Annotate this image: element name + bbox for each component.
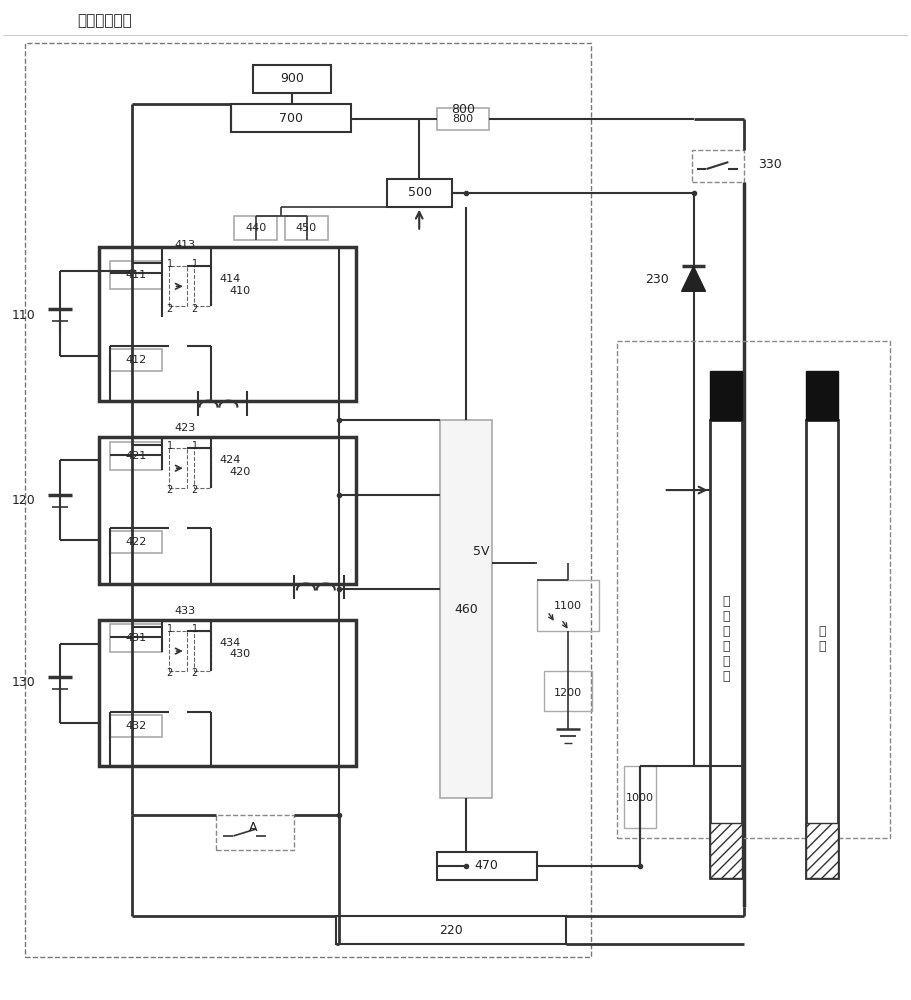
Bar	[691, 150, 744, 182]
Text: 414: 414	[220, 274, 241, 284]
Text: 900: 900	[280, 72, 304, 85]
Text: 1200: 1200	[554, 688, 582, 698]
Bar	[285, 216, 328, 240]
Bar	[194, 631, 211, 671]
Text: 1: 1	[191, 259, 198, 269]
Bar	[110, 261, 162, 289]
Text: 421: 421	[126, 451, 147, 461]
Bar	[806, 420, 837, 878]
Bar	[336, 916, 567, 944]
Text: 1: 1	[191, 441, 198, 451]
Bar	[437, 108, 489, 130]
Bar	[440, 420, 492, 798]
Text: 330: 330	[758, 158, 782, 171]
Bar	[537, 580, 599, 631]
Text: 5V: 5V	[474, 545, 490, 558]
Text: 500: 500	[408, 186, 432, 199]
Text: 1: 1	[167, 441, 173, 451]
Text: 2: 2	[191, 668, 198, 678]
Text: 130: 130	[12, 676, 36, 689]
Bar	[437, 852, 537, 880]
Text: 1100: 1100	[554, 601, 582, 611]
Bar	[110, 624, 162, 652]
Bar	[110, 531, 162, 553]
Text: 423: 423	[175, 423, 196, 433]
Text: 800: 800	[453, 114, 474, 124]
Text: 2: 2	[167, 485, 173, 495]
Bar	[234, 216, 277, 240]
Bar	[231, 104, 351, 132]
Bar	[617, 341, 890, 838]
Bar	[99, 437, 355, 584]
Text: 424: 424	[220, 455, 241, 465]
Text: 432: 432	[126, 721, 147, 731]
Bar	[194, 266, 211, 306]
Bar	[99, 247, 355, 401]
Bar	[711, 823, 742, 878]
Text: 433: 433	[175, 606, 196, 616]
Text: 450: 450	[296, 223, 317, 233]
Text: 431: 431	[126, 633, 147, 643]
Bar	[110, 715, 162, 737]
Text: 460: 460	[454, 603, 477, 616]
Bar	[25, 43, 591, 957]
Text: 420: 420	[230, 467, 251, 477]
Text: 2: 2	[191, 485, 198, 495]
Bar	[711, 371, 742, 420]
Bar	[545, 671, 592, 711]
Bar	[711, 420, 742, 878]
Text: 430: 430	[230, 649, 251, 659]
Polygon shape	[681, 266, 705, 291]
Bar	[169, 266, 187, 306]
Text: 高压锂电池包: 高压锂电池包	[77, 13, 132, 28]
Bar	[169, 631, 187, 671]
Text: 1: 1	[167, 624, 173, 634]
Text: 700: 700	[279, 112, 303, 125]
Bar	[806, 823, 837, 878]
Text: 2: 2	[167, 668, 173, 678]
Bar	[387, 179, 452, 207]
Text: 410: 410	[230, 286, 251, 296]
Bar	[217, 815, 294, 850]
Text: 411: 411	[126, 270, 147, 280]
Text: 412: 412	[126, 355, 147, 365]
Text: 第
一
供
电
电
源: 第 一 供 电 电 源	[722, 595, 730, 683]
Bar	[194, 448, 211, 488]
Text: 负
载: 负 载	[818, 625, 825, 653]
Text: 1000: 1000	[626, 793, 654, 803]
Bar	[99, 620, 355, 766]
Bar	[624, 766, 656, 828]
Text: 440: 440	[245, 223, 266, 233]
Text: A: A	[249, 821, 258, 834]
Text: 422: 422	[126, 537, 147, 547]
Text: 434: 434	[220, 638, 241, 648]
Text: 1: 1	[191, 624, 198, 634]
Text: 120: 120	[12, 494, 36, 507]
Text: 470: 470	[475, 859, 498, 872]
Text: 2: 2	[167, 304, 173, 314]
Text: 1: 1	[167, 259, 173, 269]
Text: 230: 230	[645, 273, 669, 286]
Text: 413: 413	[175, 240, 196, 250]
Text: 800: 800	[451, 103, 475, 116]
Bar	[806, 371, 837, 420]
Bar	[169, 448, 187, 488]
Text: 2: 2	[191, 304, 198, 314]
Bar	[110, 442, 162, 470]
Text: 220: 220	[439, 924, 463, 937]
Text: 110: 110	[12, 309, 36, 322]
Bar	[253, 65, 331, 93]
Bar	[110, 349, 162, 371]
